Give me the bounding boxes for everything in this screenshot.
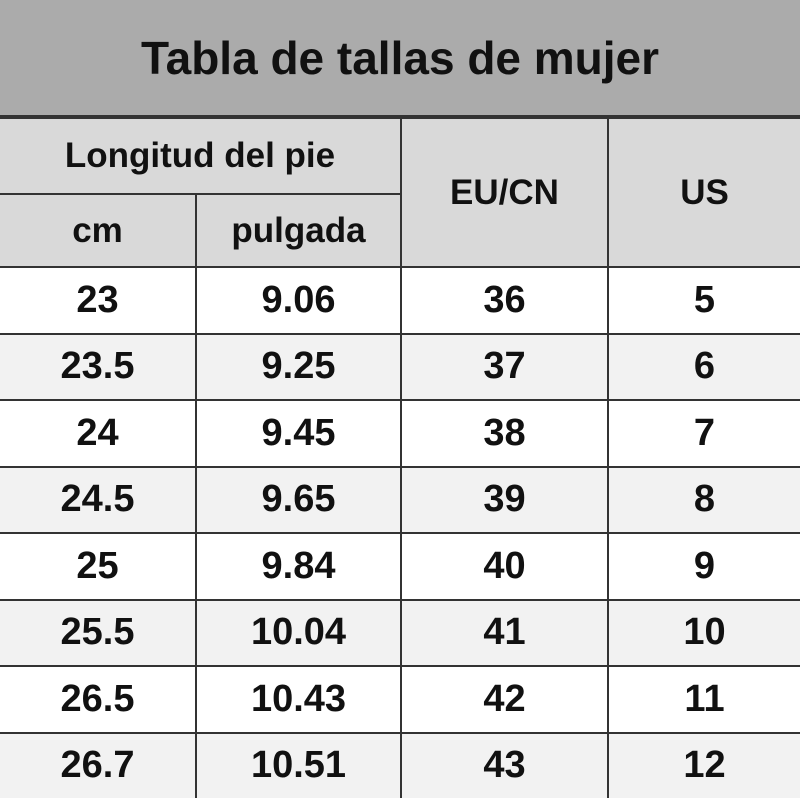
header-row: Longitud del pie EU/CN US <box>0 117 800 268</box>
header-foot-length: Longitud del pie <box>0 117 402 195</box>
cell-eu-cn: 39 <box>400 465 609 534</box>
cell-cm: 26.5 <box>0 665 197 734</box>
table-row: 26.5 10.43 42 11 <box>0 665 800 734</box>
header-eu-cn: EU/CN <box>400 117 609 268</box>
cell-us: 5 <box>607 266 800 335</box>
cell-cm: 24 <box>0 399 197 468</box>
subheader-row: cm pulgada <box>0 193 800 268</box>
cell-us: 8 <box>607 465 800 534</box>
cell-cm: 23.5 <box>0 332 197 401</box>
cell-inch: 10.04 <box>195 598 402 667</box>
cell-inch: 9.65 <box>195 465 402 534</box>
cell-cm: 23 <box>0 266 197 335</box>
table-row: 23.5 9.25 37 6 <box>0 332 800 401</box>
cell-inch: 10.43 <box>195 665 402 734</box>
header-us: US <box>607 117 800 268</box>
size-table: Longitud del pie EU/CN US cm pulgada 23 9… <box>0 117 800 798</box>
table-row: 24 9.45 38 7 <box>0 399 800 468</box>
table-row: 25.5 10.04 41 10 <box>0 598 800 667</box>
table-row: 24.5 9.65 39 8 <box>0 465 800 534</box>
cell-inch: 9.45 <box>195 399 402 468</box>
cell-eu-cn: 36 <box>400 266 609 335</box>
table-row: 25 9.84 40 9 <box>0 532 800 601</box>
chart-title: Tabla de tallas de mujer <box>0 0 800 117</box>
cell-cm: 25.5 <box>0 598 197 667</box>
cell-cm: 24.5 <box>0 465 197 534</box>
cell-eu-cn: 37 <box>400 332 609 401</box>
table-row: 23 9.06 36 5 <box>0 266 800 335</box>
cell-eu-cn: 40 <box>400 532 609 601</box>
cell-us: 9 <box>607 532 800 601</box>
cell-us: 6 <box>607 332 800 401</box>
cell-us: 12 <box>607 731 800 798</box>
cell-inch: 9.84 <box>195 532 402 601</box>
cell-cm: 25 <box>0 532 197 601</box>
cell-inch: 9.25 <box>195 332 402 401</box>
cell-cm: 26.7 <box>0 731 197 798</box>
cell-eu-cn: 43 <box>400 731 609 798</box>
cell-eu-cn: 42 <box>400 665 609 734</box>
header-inch: pulgada <box>195 193 401 268</box>
cell-us: 7 <box>607 399 800 468</box>
cell-us: 10 <box>607 598 800 667</box>
header-cm: cm <box>0 193 197 268</box>
table-row: 26.7 10.51 43 12 <box>0 731 800 798</box>
cell-eu-cn: 38 <box>400 399 609 468</box>
cell-us: 11 <box>607 665 800 734</box>
cell-eu-cn: 41 <box>400 598 609 667</box>
cell-inch: 9.06 <box>195 266 402 335</box>
cell-inch: 10.51 <box>195 731 402 798</box>
